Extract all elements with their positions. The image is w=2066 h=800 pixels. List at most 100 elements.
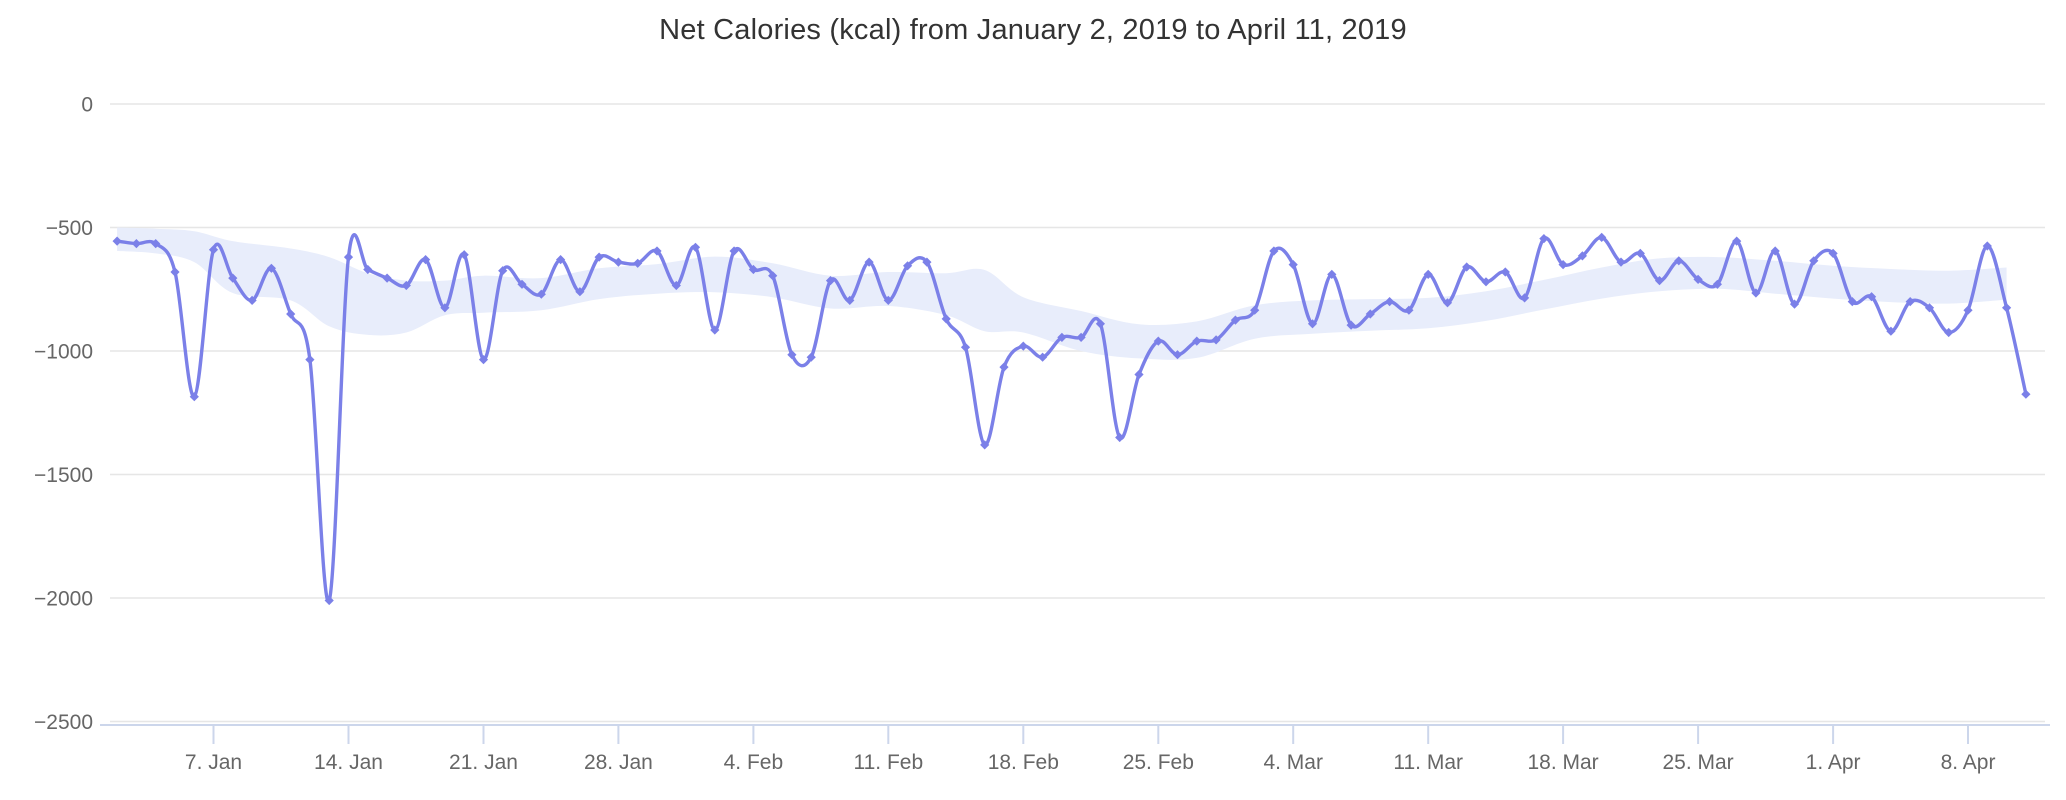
data-point-marker xyxy=(421,255,431,265)
data-point-marker xyxy=(1963,305,1973,315)
data-point-marker xyxy=(459,250,469,260)
data-point-marker xyxy=(401,280,411,291)
data-point-marker xyxy=(363,264,373,275)
data-point-marker xyxy=(1192,336,1202,346)
data-point-marker xyxy=(1770,246,1780,256)
x-axis-tick-label: 28. Jan xyxy=(584,751,653,774)
data-point-marker xyxy=(208,245,219,255)
data-point-marker xyxy=(922,257,932,267)
data-point-marker xyxy=(1442,298,1453,308)
data-point-marker xyxy=(1153,336,1163,346)
data-point-marker xyxy=(1577,251,1587,261)
data-point-marker xyxy=(633,258,643,268)
data-point-marker xyxy=(1828,248,1838,258)
data-point-marker xyxy=(286,309,296,319)
data-point-marker xyxy=(1346,320,1356,330)
data-point-marker xyxy=(1076,332,1086,342)
data-point-marker xyxy=(1481,277,1491,287)
y-axis-tick-label: −1500 xyxy=(34,464,93,487)
x-axis-tick-label: 4. Feb xyxy=(724,751,784,774)
data-point-marker xyxy=(112,236,122,246)
data-point-marker xyxy=(671,280,681,291)
data-point-marker xyxy=(768,271,778,281)
x-axis-tick-label: 7. Jan xyxy=(185,751,242,774)
x-axis-tick-label: 18. Feb xyxy=(988,751,1059,774)
data-point-marker xyxy=(1654,276,1665,286)
data-point-marker xyxy=(1385,297,1395,307)
data-point-marker xyxy=(1693,274,1703,284)
chart-title: Net Calories (kcal) from January 2, 2019… xyxy=(659,14,1407,46)
data-point-marker xyxy=(864,257,874,267)
data-point-marker xyxy=(324,595,334,606)
data-point-marker xyxy=(1539,234,1549,244)
data-point-marker xyxy=(594,252,604,262)
data-point-marker xyxy=(1500,267,1510,277)
x-axis-tick-label: 11. Feb xyxy=(853,751,923,774)
data-point-marker xyxy=(247,295,257,305)
x-axis-tick-label: 11. Mar xyxy=(1393,751,1463,774)
data-point-marker xyxy=(498,266,508,276)
data-point-marker xyxy=(382,273,392,283)
x-axis-tick-label: 21. Jan xyxy=(449,751,518,774)
x-axis-tick-label: 18. Mar xyxy=(1527,751,1598,774)
data-point-marker xyxy=(1365,309,1375,319)
data-point-marker xyxy=(1616,257,1626,267)
data-point-marker xyxy=(980,440,990,450)
data-point-marker xyxy=(1172,350,1183,360)
data-point-marker xyxy=(1847,297,1857,307)
data-point-marker xyxy=(806,352,816,362)
data-point-marker xyxy=(1712,279,1722,289)
data-point-marker xyxy=(1423,269,1433,279)
data-point-marker xyxy=(1520,293,1530,303)
data-point-marker xyxy=(1905,297,1915,307)
x-axis-tick-label: 25. Feb xyxy=(1123,751,1194,774)
data-point-marker xyxy=(1751,288,1761,298)
data-point-marker xyxy=(1867,292,1877,302)
data-point-marker xyxy=(1230,315,1240,325)
data-point-marker xyxy=(1982,241,1992,251)
data-point-marker xyxy=(1635,248,1645,258)
data-point-marker xyxy=(1732,236,1742,246)
data-point-marker xyxy=(941,314,951,324)
data-point-marker xyxy=(2021,389,2031,399)
data-point-marker xyxy=(729,246,739,256)
data-point-marker xyxy=(189,392,199,402)
x-axis-tick-label: 14. Jan xyxy=(314,751,383,774)
data-point-marker xyxy=(1944,327,1954,338)
data-point-marker xyxy=(151,239,161,249)
data-point-marker xyxy=(517,279,527,289)
y-axis-tick-label: −500 xyxy=(46,217,93,240)
data-point-marker xyxy=(1269,246,1279,256)
data-point-marker xyxy=(1115,432,1125,443)
data-point-marker xyxy=(845,295,855,305)
data-point-marker xyxy=(2002,303,2012,313)
data-point-marker xyxy=(1057,332,1067,342)
data-point-marker xyxy=(1307,319,1318,329)
data-point-marker xyxy=(787,350,797,360)
data-point-marker xyxy=(1018,341,1028,351)
data-point-marker xyxy=(1809,256,1819,266)
data-point-marker xyxy=(1789,299,1800,309)
data-point-marker xyxy=(170,267,180,277)
x-axis-tick-label: 25. Mar xyxy=(1662,751,1733,774)
data-point-marker xyxy=(1288,260,1298,270)
data-point-marker xyxy=(305,355,315,365)
data-point-marker xyxy=(999,362,1009,372)
data-point-marker xyxy=(903,261,913,271)
data-point-marker xyxy=(710,325,720,335)
data-point-marker xyxy=(1038,352,1048,362)
data-point-marker xyxy=(575,287,585,297)
data-point-marker xyxy=(825,276,836,286)
data-point-marker xyxy=(131,239,141,249)
data-point-marker xyxy=(1924,303,1935,313)
data-point-marker xyxy=(690,242,701,252)
data-point-marker xyxy=(1886,326,1896,336)
y-axis-tick-label: −1000 xyxy=(34,341,93,364)
data-point-marker xyxy=(883,295,893,305)
data-point-marker xyxy=(1095,319,1105,329)
data-point-marker xyxy=(652,246,662,256)
y-axis-tick-label: −2500 xyxy=(34,711,93,734)
data-point-marker xyxy=(1597,232,1607,242)
data-point-marker xyxy=(556,255,566,265)
